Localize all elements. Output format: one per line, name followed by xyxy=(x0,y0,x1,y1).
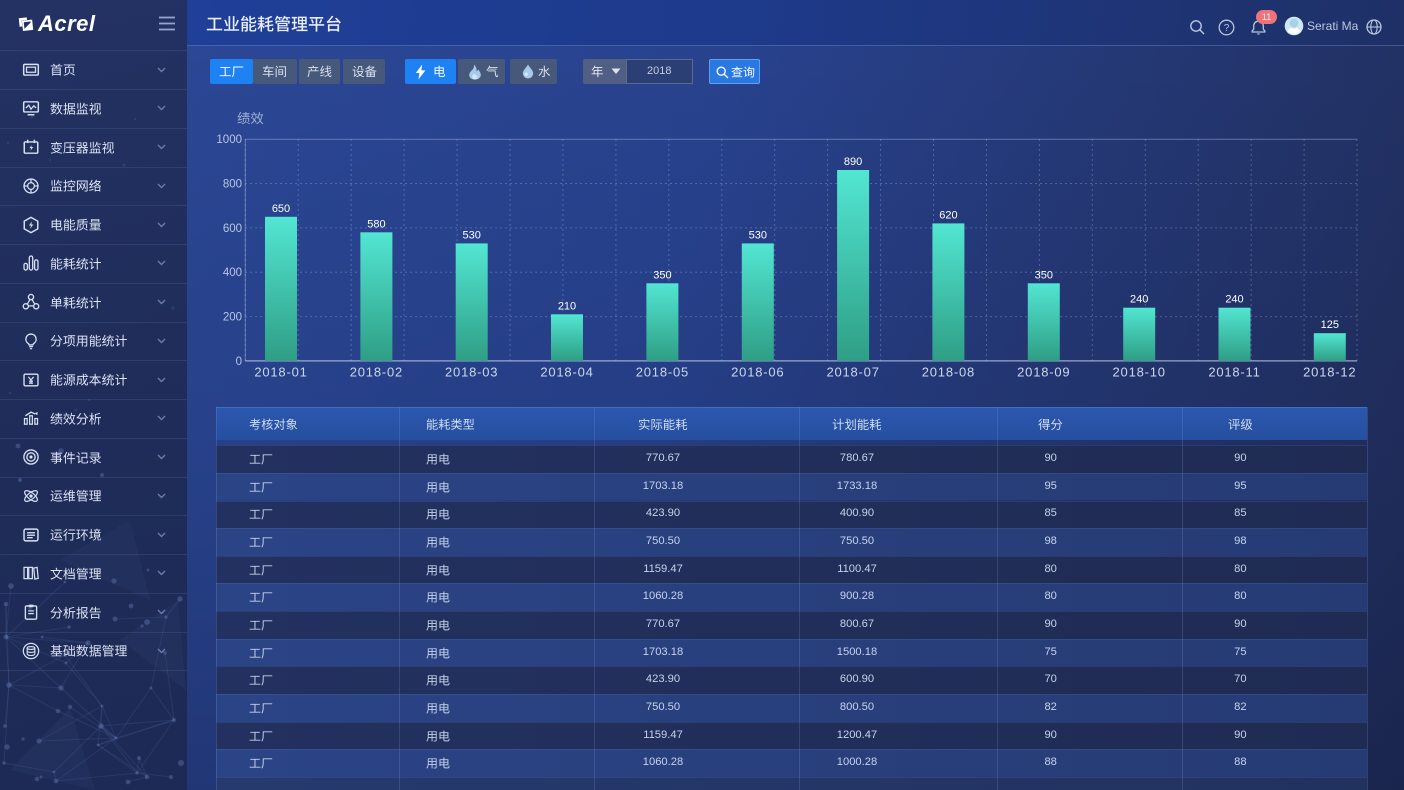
svg-text:2018-02: 2018-02 xyxy=(350,365,403,380)
svg-text:2018-03: 2018-03 xyxy=(445,365,498,380)
svg-text:0: 0 xyxy=(236,356,242,368)
svg-text:240: 240 xyxy=(1130,294,1148,306)
svg-text:2018-11: 2018-11 xyxy=(1208,365,1260,380)
svg-text:2018-01: 2018-01 xyxy=(254,365,307,380)
svg-text:1000: 1000 xyxy=(216,134,242,146)
svg-text:125: 125 xyxy=(1321,319,1339,331)
svg-text:240: 240 xyxy=(1225,294,1243,306)
svg-text:2018-05: 2018-05 xyxy=(636,365,689,380)
svg-text:2018-08: 2018-08 xyxy=(922,365,975,380)
svg-text:2018-09: 2018-09 xyxy=(1017,365,1070,380)
svg-text:2018-10: 2018-10 xyxy=(1113,365,1166,380)
svg-text:890: 890 xyxy=(844,156,862,168)
svg-text:2018-12: 2018-12 xyxy=(1303,365,1356,380)
svg-text:200: 200 xyxy=(223,312,242,324)
svg-text:580: 580 xyxy=(367,218,385,230)
svg-text:2018-07: 2018-07 xyxy=(826,365,879,380)
svg-text:620: 620 xyxy=(939,209,957,221)
svg-text:600: 600 xyxy=(223,223,242,235)
svg-text:650: 650 xyxy=(272,203,290,215)
svg-text:530: 530 xyxy=(463,229,481,241)
svg-text:400: 400 xyxy=(223,267,242,279)
svg-text:2018-04: 2018-04 xyxy=(540,365,593,380)
svg-text:800: 800 xyxy=(223,179,242,191)
svg-text:530: 530 xyxy=(749,229,767,241)
svg-text:350: 350 xyxy=(1035,269,1053,281)
svg-text:350: 350 xyxy=(653,269,671,281)
svg-text:210: 210 xyxy=(558,300,576,312)
svg-text:2018-06: 2018-06 xyxy=(731,365,784,380)
svg-text:?: ? xyxy=(1224,23,1230,34)
